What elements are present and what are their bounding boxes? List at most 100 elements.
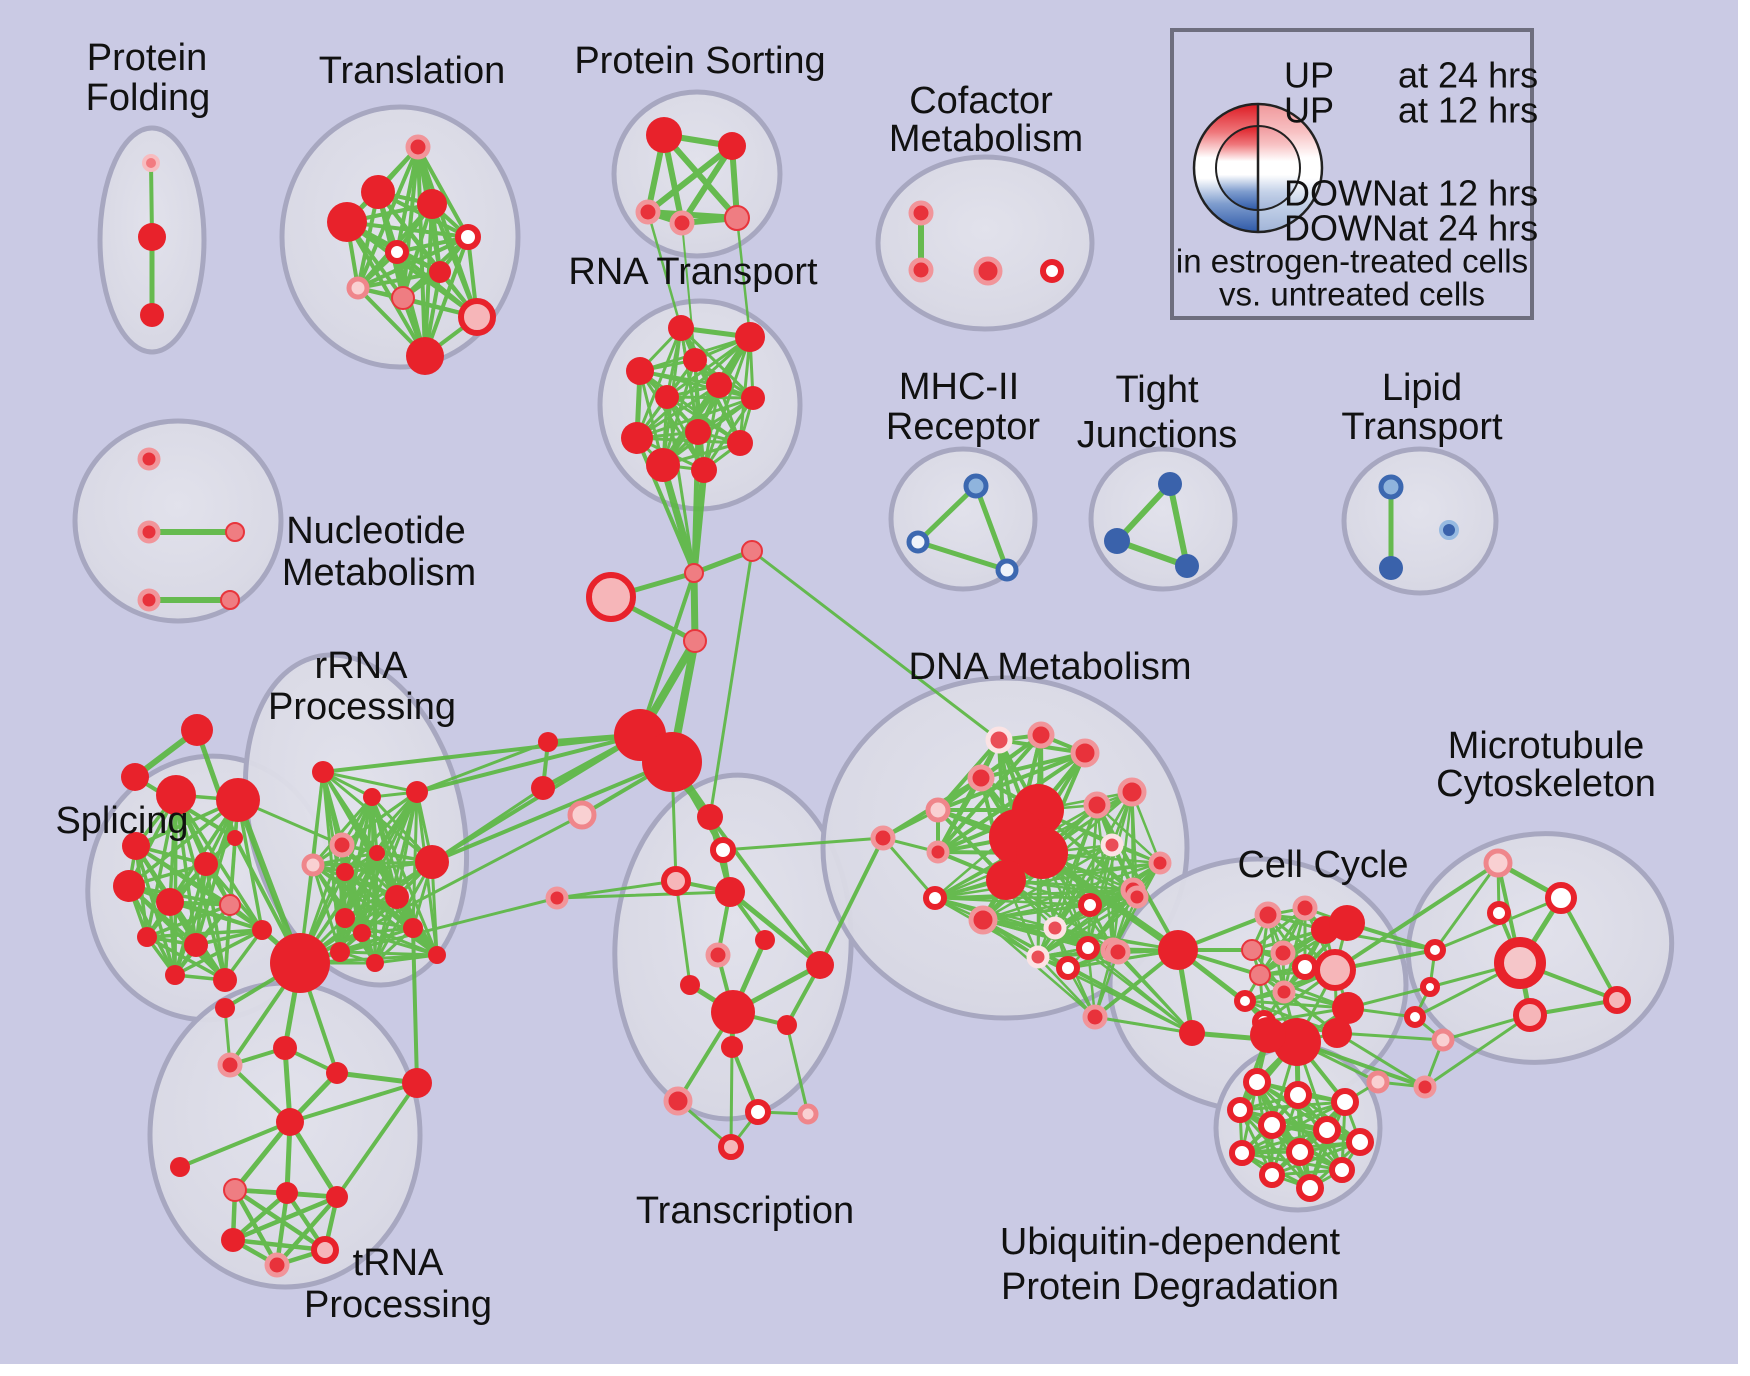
network-edge [555,890,732,900]
network-edge [430,733,642,864]
gene-node [1332,992,1364,1024]
network-edge [981,843,1114,922]
gene-node [1284,1081,1312,1109]
cluster-label: Ubiquitin-dependent [1000,1221,1341,1263]
gene-node [697,804,723,830]
network-edge [232,1119,293,1193]
gene-node [1254,901,1282,929]
gene-node [137,588,161,612]
network-edge [168,900,264,932]
gene-node [870,825,896,851]
gene-node [1270,940,1296,966]
network-edge [1240,1128,1329,1155]
gene-node [276,1108,304,1136]
gene-node [458,298,496,336]
gene-node [906,530,930,554]
network-edge [665,335,752,399]
gene-node [1158,930,1198,970]
network-edge [345,220,470,239]
gene-node [221,1228,245,1252]
gene-node [735,322,765,352]
cluster-label: Splicing [55,800,188,842]
gene-node [1083,791,1111,819]
network-edge [1167,481,1190,569]
gene-node [137,520,161,544]
network-edge [681,222,696,361]
network-edge [416,145,470,239]
gene-node [113,870,145,902]
gene-node [273,1036,297,1060]
network-edge [338,851,379,954]
cluster-label: Metabolism [282,552,476,594]
gene-node [538,732,558,752]
gene-node [140,303,164,327]
network-edge [645,143,735,215]
network-edge [345,220,427,358]
network-edge [335,1081,419,1199]
gene-node [1272,980,1296,1004]
gene-node [225,522,245,542]
cluster-cofactor-metabolism [875,154,1095,332]
gene-node [545,886,569,910]
legend-time-label: at 12 hrs [1398,90,1538,131]
cluster-label: Receptor [886,406,1041,448]
gene-node [705,942,731,968]
network-edge [1333,861,1500,972]
gene-node [684,563,704,583]
gene-node [968,905,998,935]
legend-inner-faded-half [1258,126,1300,210]
legend-direction-label: UP [1284,90,1334,131]
network-edge [232,1187,280,1268]
gene-node [1076,936,1100,960]
gene-node [1296,1174,1324,1202]
gene-node [363,788,381,806]
gene-node [270,933,330,993]
network-edge [370,795,439,957]
gene-node [428,946,446,964]
network-edge [661,132,740,221]
gene-node [680,975,700,995]
gene-node [223,1178,247,1202]
network-edge [1095,803,1115,952]
gene-node [429,261,451,283]
network-edge [555,879,678,900]
gene-node [1070,738,1100,768]
network-edge [223,903,232,982]
gene-node [646,117,682,153]
gene-node [1404,1006,1426,1028]
network-edge [973,483,1010,573]
gene-node [741,386,765,410]
network-edge [729,1045,734,1149]
gene-node [531,776,555,800]
gene-node [1258,1111,1286,1139]
gene-node [1292,954,1318,980]
cluster-label: DNA Metabolism [909,646,1192,688]
gene-node [706,372,732,398]
gene-node [923,886,947,910]
cluster-label: Protein [87,37,207,79]
cluster-label: Transcription [636,1190,854,1232]
network-edge [721,836,885,852]
gene-node [1413,1075,1437,1099]
network-edge [936,751,1087,812]
gene-node [926,840,950,864]
gene-node [1026,945,1050,969]
gene-node [1313,1116,1341,1144]
network-edge [356,270,442,290]
gene-node [963,473,989,499]
gene-node [1322,1018,1352,1048]
cluster-lipid-transport [1341,446,1499,596]
network-edge [173,793,178,977]
gene-node [220,590,240,610]
gene-node [755,930,775,950]
cluster-label: Protein Sorting [574,40,825,82]
gene-node [908,257,934,283]
network-edge [145,903,232,939]
gene-node [264,1252,290,1278]
gene-node [1229,1140,1255,1166]
network-edge [230,1237,328,1253]
cluster-label: Junctions [1077,414,1238,456]
gene-node [973,256,1003,286]
